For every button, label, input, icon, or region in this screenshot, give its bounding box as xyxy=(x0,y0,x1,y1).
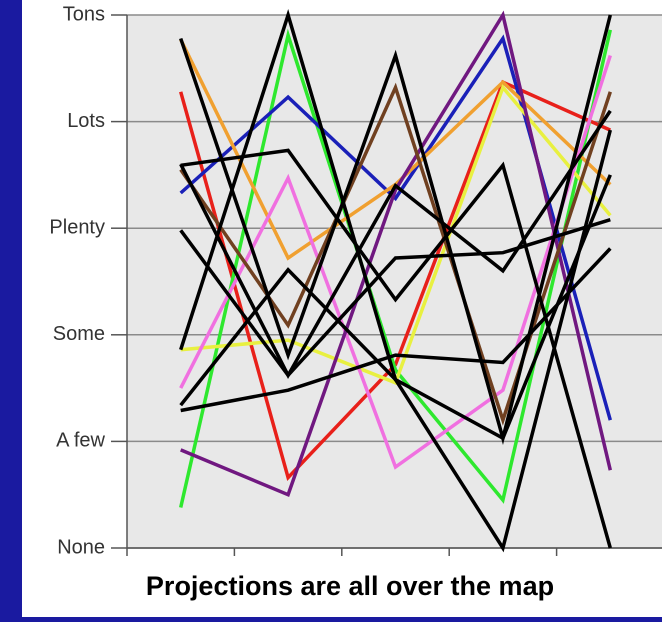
y-tick-label: A few xyxy=(56,430,105,452)
y-tick-label: Lots xyxy=(67,110,105,132)
caption: Projections are all over the map xyxy=(146,571,554,601)
series-line xyxy=(180,148,612,549)
series-line xyxy=(179,218,611,379)
series-line xyxy=(180,247,612,413)
series-line xyxy=(180,10,613,498)
y-tick-label: Tons xyxy=(63,3,105,25)
series-line xyxy=(179,109,612,379)
y-tick-label: Plenty xyxy=(49,216,105,238)
y-tick-label: None xyxy=(57,536,105,558)
y-tick-label: Some xyxy=(53,323,105,345)
series-line xyxy=(179,174,612,441)
series-line xyxy=(178,28,613,508)
series-line xyxy=(179,82,612,426)
